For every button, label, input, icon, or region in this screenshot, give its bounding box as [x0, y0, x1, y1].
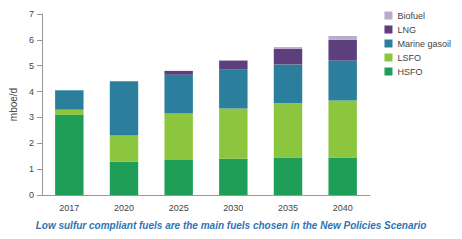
svg-text:2020: 2020	[114, 203, 134, 213]
svg-text:1: 1	[29, 164, 34, 174]
svg-text:3: 3	[29, 112, 34, 122]
svg-text:Marine gasoil: Marine gasoil	[397, 39, 451, 49]
svg-text:2035: 2035	[278, 203, 298, 213]
svg-text:6: 6	[29, 35, 34, 45]
svg-text:2030: 2030	[223, 203, 243, 213]
svg-text:2017: 2017	[59, 203, 79, 213]
svg-text:7: 7	[29, 9, 34, 19]
svg-text:2025: 2025	[169, 203, 189, 213]
svg-text:0: 0	[29, 190, 34, 200]
svg-text:2040: 2040	[333, 203, 353, 213]
svg-text:Low sulfur compliant fuels are: Low sulfur compliant fuels are the main …	[36, 220, 427, 231]
svg-text:mboe/d: mboe/d	[8, 88, 19, 121]
svg-text:Biofuel: Biofuel	[397, 11, 425, 21]
svg-text:LSFO: LSFO	[397, 53, 421, 63]
svg-text:LNG: LNG	[397, 25, 416, 35]
svg-text:2: 2	[29, 138, 34, 148]
svg-text:4: 4	[29, 87, 34, 97]
svg-text:HSFO: HSFO	[397, 67, 422, 77]
svg-text:5: 5	[29, 61, 34, 71]
